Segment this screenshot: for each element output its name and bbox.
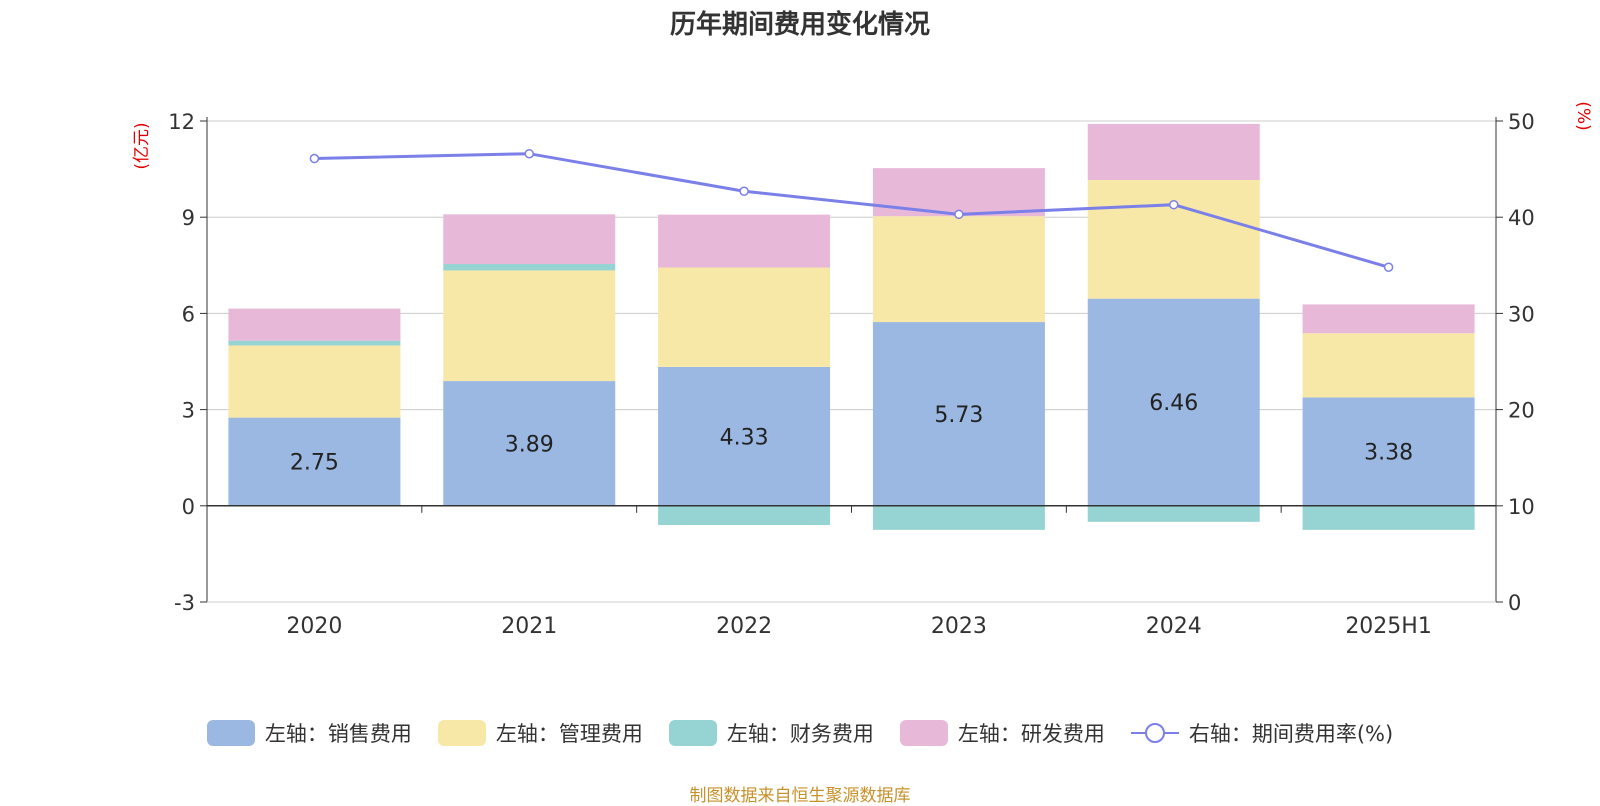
right-tick-label: 50 — [1508, 110, 1535, 134]
left-tick-label: 3 — [182, 399, 195, 423]
legend: 左轴：销售费用 左轴：管理费用 左轴：财务费用 左轴：研发费用 右轴：期间费用率… — [0, 718, 1600, 748]
bar-segment — [658, 366, 831, 506]
rate-point — [1169, 199, 1179, 210]
axes: -3 0 3 6 9 12 0 10 20 30 40 50 2020 2021 2022 2023 2024 2… — [168, 110, 1534, 639]
left-tick-label: 9 — [182, 206, 195, 230]
bar-segment — [1302, 505, 1475, 530]
bar-segment — [1087, 180, 1260, 299]
source-note: 制图数据来自恒生聚源数据库 — [689, 786, 911, 806]
bar-segment — [443, 214, 616, 265]
bars — [228, 123, 1475, 530]
x-tick-label: 2021 — [501, 614, 557, 639]
legend-label-sales: 左轴：销售费用 — [264, 722, 412, 746]
rate-point — [739, 186, 749, 196]
bar-segment — [658, 267, 831, 367]
right-tick-label: 10 — [1508, 495, 1535, 519]
right-tick-label: 30 — [1508, 302, 1535, 326]
legend-item-rate[interactable]: 右轴：期间费用率(%) — [1130, 718, 1394, 748]
legend-label-finance: 左轴：财务费用 — [726, 722, 874, 746]
left-axis-unit: (亿元) — [132, 122, 152, 169]
data-label: 5.73 — [934, 403, 983, 428]
bar-segment — [658, 214, 831, 268]
legend-swatch-admin — [437, 720, 486, 746]
bar-segment — [872, 505, 1045, 530]
legend-item-sales[interactable]: 左轴：销售费用 — [206, 718, 412, 748]
left-tick-label: 12 — [168, 110, 195, 134]
rate-point — [309, 153, 320, 164]
rate-point — [524, 148, 534, 159]
x-tick-label: 2020 — [286, 614, 342, 639]
rate-line-path — [314, 152, 1390, 269]
right-tick-label: 0 — [1508, 591, 1521, 615]
data-label: 6.46 — [1149, 391, 1198, 416]
left-tick-label: -3 — [174, 591, 195, 615]
x-tick-label: 2024 — [1146, 614, 1202, 639]
bar-segment — [1087, 123, 1260, 181]
bar-segment — [872, 216, 1045, 323]
legend-label-rnd: 左轴：研发费用 — [957, 722, 1105, 746]
legend-swatch-rnd — [899, 720, 948, 746]
bar-segment — [228, 417, 401, 506]
data-label: 4.33 — [720, 425, 769, 450]
x-tick-label: 2025H1 — [1345, 614, 1432, 639]
bar-segment — [1087, 505, 1260, 522]
data-label: 3.89 — [505, 432, 554, 457]
legend-swatch-rate — [1130, 723, 1179, 743]
legend-item-finance[interactable]: 左轴：财务费用 — [668, 718, 874, 748]
legend-label-admin: 左轴：管理费用 — [495, 722, 643, 746]
bar-segment — [443, 381, 616, 506]
legend-item-rnd[interactable]: 左轴：研发费用 — [899, 718, 1105, 748]
chart-title: 历年期间费用变化情况 — [669, 10, 930, 40]
bar-segment — [1302, 304, 1475, 334]
bar-segment — [228, 308, 401, 341]
right-tick-label: 20 — [1508, 399, 1535, 423]
rate-point — [954, 209, 964, 220]
bar-segment — [1302, 333, 1475, 398]
bar-segment — [228, 345, 401, 418]
rate-point — [1383, 262, 1394, 272]
data-label: 2.75 — [290, 451, 339, 476]
x-tick-label: 2023 — [931, 614, 987, 639]
data-label: 3.38 — [1364, 441, 1413, 466]
bar-segment — [443, 270, 616, 382]
x-tick-label: 2022 — [716, 614, 772, 639]
bar-segment — [228, 340, 401, 346]
right-axis-unit: (%) — [1573, 101, 1593, 130]
legend-label-rate: 右轴：期间费用率(%) — [1188, 722, 1394, 746]
rate-line — [309, 148, 1394, 272]
legend-swatch-finance — [668, 720, 717, 746]
left-tick-label: 6 — [182, 302, 195, 326]
bar-segment — [1302, 397, 1475, 506]
bar-segment — [1087, 298, 1260, 506]
right-tick-label: 40 — [1508, 206, 1535, 230]
legend-swatch-sales — [206, 720, 255, 746]
bar-segment — [872, 322, 1045, 506]
bar-segment — [658, 505, 831, 526]
legend-item-admin[interactable]: 左轴：管理费用 — [437, 718, 643, 748]
data-labels: 2.75 3.89 4.33 5.73 6.46 3.38 — [290, 391, 1413, 475]
left-tick-label: 0 — [182, 495, 195, 519]
bar-segment — [443, 264, 616, 271]
